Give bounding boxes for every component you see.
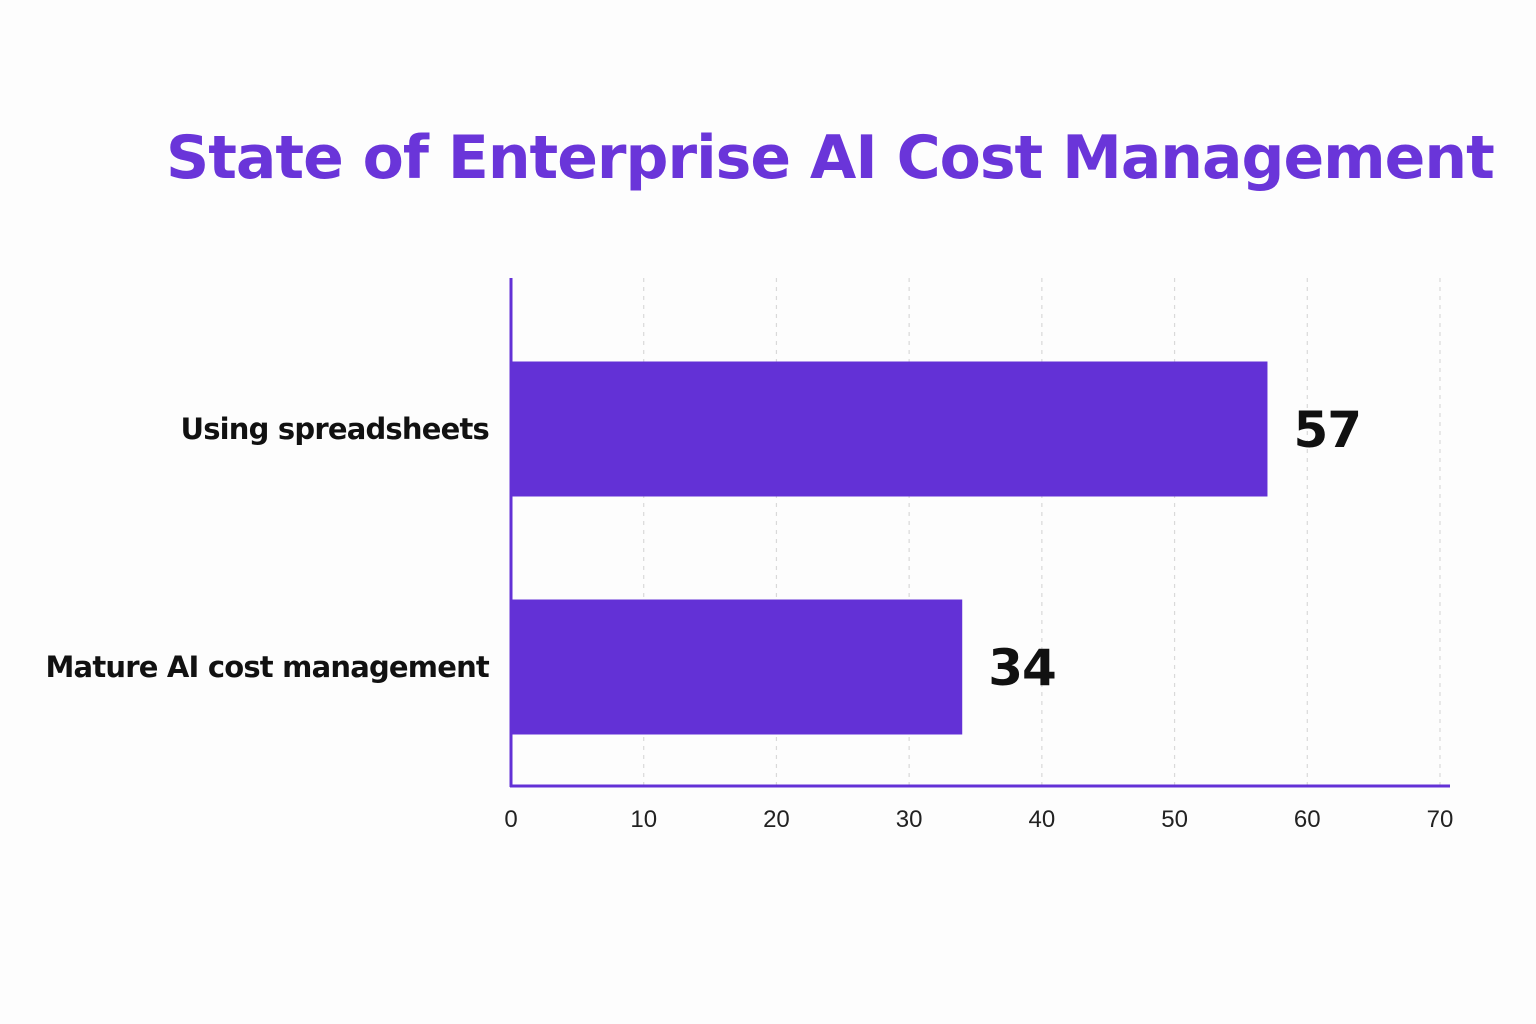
x-tick-label-60: 60	[1294, 806, 1321, 833]
bar-2	[511, 599, 963, 735]
category-label-1: Using spreadsheets	[180, 412, 489, 446]
x-tick-label-70: 70	[1427, 806, 1454, 833]
value-label-2: 34	[988, 639, 1056, 697]
x-tick-label-50: 50	[1161, 806, 1188, 833]
value-label-1: 57	[1293, 401, 1361, 459]
x-tick-label-0: 0	[504, 806, 517, 833]
x-tick-label-30: 30	[896, 806, 923, 833]
x-tick-label-20: 20	[763, 806, 790, 833]
bar-1	[511, 361, 1268, 497]
x-tick-label-10: 10	[630, 806, 657, 833]
category-label-2: Mature AI cost management	[46, 650, 490, 684]
chart-title: State of Enterprise AI Cost Management	[166, 123, 1495, 193]
x-tick-label-40: 40	[1029, 806, 1056, 833]
